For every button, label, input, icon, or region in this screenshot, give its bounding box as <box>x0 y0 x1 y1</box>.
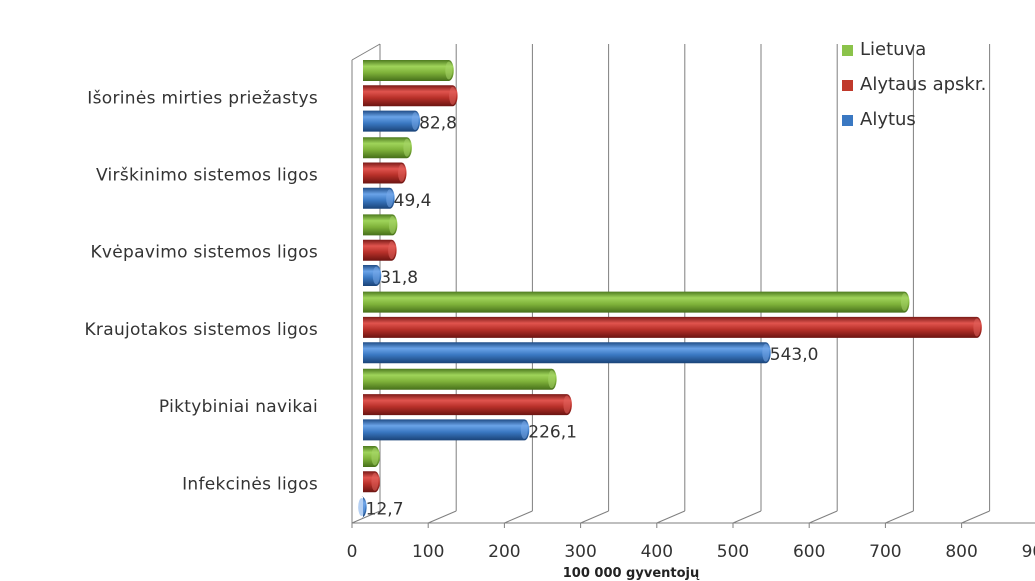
data-label: 31,8 <box>380 268 418 288</box>
floor-line <box>961 510 990 524</box>
legend-swatch <box>842 45 853 56</box>
bar-lietuva-isorines-mirties-priezastys <box>363 60 454 81</box>
x-tick-label: 100 <box>412 542 444 562</box>
data-label: 543,0 <box>770 345 819 365</box>
floor-line <box>885 510 914 524</box>
floor-line <box>504 510 533 524</box>
floor-line <box>580 510 609 524</box>
bar-alytus-kraujotakos-sistemos-ligos <box>363 342 771 364</box>
bar-cap <box>520 420 528 439</box>
x-tick-label: 300 <box>564 542 596 562</box>
bar-alytaus-apskr-piktybiniai-navikai <box>363 394 572 416</box>
category-label: Piktybiniai navikai <box>159 397 318 417</box>
category-label: Kraujotakos sistemos ligos <box>84 320 318 340</box>
floor-line <box>656 510 685 524</box>
category-label: Išorinės mirties priežastys <box>87 88 318 108</box>
floor-line <box>809 510 838 524</box>
x-tick-label: 800 <box>945 542 977 562</box>
bar-alytaus-apskr-kvepavimo-sistemos-ligos <box>363 239 397 261</box>
bar-lietuva-kvepavimo-sistemos-ligos <box>363 214 398 236</box>
bar-cap <box>358 498 366 517</box>
bar-cap <box>371 447 379 466</box>
x-tick-label: 500 <box>717 542 749 562</box>
bar-alytus-piktybiniai-navikai <box>363 419 530 441</box>
bar-cap <box>372 266 380 285</box>
bar-alytus-isorines-mirties-priezastys <box>363 110 421 132</box>
bars <box>358 60 982 518</box>
bar-alytaus-apskr-kraujotakos-sistemos-ligos <box>363 316 982 338</box>
bar-cap <box>388 215 396 234</box>
bar-cap <box>403 138 411 157</box>
bar-alytaus-apskr-isorines-mirties-priezastys <box>363 85 458 107</box>
x-tick-label: 700 <box>869 542 901 562</box>
data-label: 49,4 <box>394 191 432 211</box>
floor-line <box>428 510 457 524</box>
legend: Lietuva Alytaus apskr. Alytus <box>842 39 986 130</box>
category-label: Virškinimo sistemos ligos <box>96 166 318 186</box>
legend-label: Alytus <box>860 109 916 130</box>
category-label: Kvėpavimo sistemos ligos <box>90 243 318 263</box>
bar-lietuva-kraujotakos-sistemos-ligos <box>363 291 910 313</box>
legend-label: Alytaus apskr. <box>860 74 986 95</box>
bar-cap <box>371 472 379 491</box>
bar-alytus-virskinimo-sistemos-ligos <box>363 187 395 209</box>
floor-line <box>351 510 381 524</box>
grid <box>351 43 1035 528</box>
data-label: 82,8 <box>419 114 457 134</box>
bar-cap <box>449 86 457 105</box>
bar-cap <box>973 318 981 337</box>
bar-cap <box>388 241 396 260</box>
legend-swatch <box>842 115 853 126</box>
x-tick-label: 200 <box>488 542 520 562</box>
bar-lietuva-virskinimo-sistemos-ligos <box>363 137 412 159</box>
x-axis-title: 100 000 gyventojų <box>563 566 700 581</box>
data-label: 12,7 <box>366 500 404 520</box>
legend-label: Lietuva <box>860 39 926 60</box>
category-label: Infekcinės ligos <box>182 474 318 494</box>
x-tick-label: 900 <box>1022 542 1035 562</box>
x-tick-label: 400 <box>641 542 673 562</box>
bar-cap <box>762 343 770 362</box>
bar-cap <box>548 370 556 389</box>
bar-lietuva-piktybiniai-navikai <box>363 368 557 390</box>
bar-cap <box>398 164 406 182</box>
legend-swatch <box>842 80 853 91</box>
labels: 0 100 200 300 400 500 600 700 800 900 82,8 Išorinės… <box>84 88 1035 562</box>
wall-top-line <box>351 43 381 61</box>
x-tick-label: 0 <box>347 542 358 562</box>
bar-alytaus-apskr-virskinimo-sistemos-ligos <box>363 162 407 184</box>
bar-cap <box>411 112 419 131</box>
bar-cap <box>900 293 908 312</box>
bar-cap <box>445 61 453 80</box>
bar-cap <box>386 189 394 208</box>
x-tick-label: 600 <box>793 542 825 562</box>
data-label: 226,1 <box>528 422 577 442</box>
floor-line <box>732 510 762 524</box>
bar-cap <box>563 395 571 414</box>
